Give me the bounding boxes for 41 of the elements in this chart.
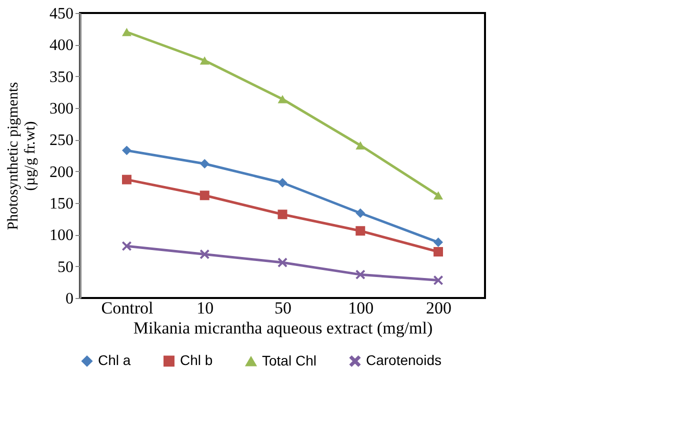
y-tick-label: 50: [58, 258, 74, 276]
point: [434, 247, 444, 257]
x-tick-label: 10: [196, 298, 214, 318]
y-axis-title: Photosynthetic pigments (µg/g fr.wt): [6, 82, 38, 230]
legend-label: Carotenoids: [366, 352, 442, 368]
x-tick-label: Control: [101, 298, 154, 318]
point: [356, 270, 366, 280]
point: [122, 241, 132, 251]
y-tick-label: 0: [66, 290, 74, 308]
y-tick-label: 200: [50, 164, 74, 181]
point: [200, 190, 210, 200]
point: [434, 276, 444, 286]
point: [122, 28, 132, 36]
point: [278, 210, 288, 220]
y-tick-label: 250: [50, 132, 74, 150]
y-tick-label: 300: [50, 100, 74, 118]
legend-label: Chl b: [180, 352, 213, 368]
point: [356, 141, 366, 150]
x-tick-label: 50: [274, 298, 292, 318]
x-tick-label: 200: [426, 298, 452, 318]
point: [122, 174, 132, 184]
y-tick-label: 150: [50, 196, 74, 212]
y-tick-label: 450: [50, 6, 74, 22]
legend-label: Total Chl: [262, 352, 316, 368]
point: [278, 178, 288, 188]
x-tick-label: 100: [348, 298, 374, 318]
x-axis-title: Mikania micrantha aqueous extract (mg/ml): [133, 318, 433, 338]
point: [278, 95, 288, 104]
point: [200, 250, 210, 260]
point: [434, 238, 444, 248]
legend-label: Chl a: [98, 352, 131, 368]
y-tick-label: 400: [50, 37, 74, 54]
y-tick-label: 100: [50, 227, 74, 244]
point: [200, 56, 210, 65]
point: [200, 158, 210, 168]
point: [356, 208, 366, 218]
y-tick-label: 350: [50, 68, 74, 86]
point: [278, 258, 288, 268]
point: [122, 146, 132, 156]
point: [434, 191, 444, 200]
point: [356, 226, 366, 236]
